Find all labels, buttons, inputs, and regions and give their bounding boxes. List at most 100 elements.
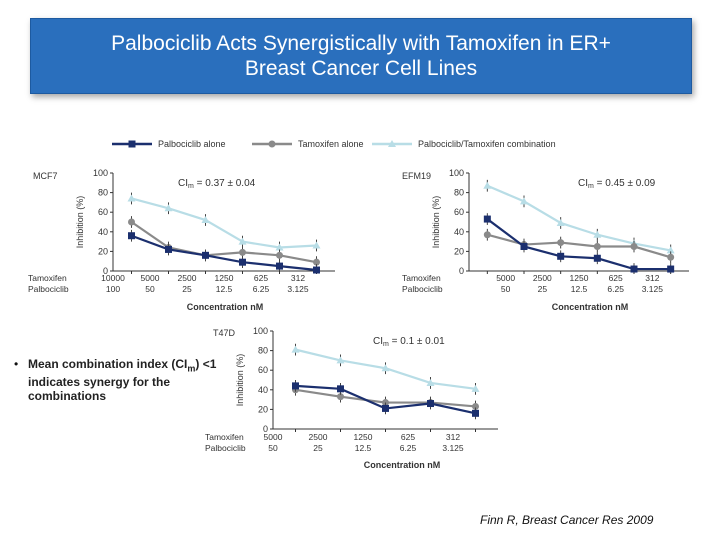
panel-1-series-3-point-2	[201, 216, 210, 224]
panel-1-ci-annotation: CIm = 0.37 ± 0.04	[178, 178, 256, 190]
panel-2-row-label-palbociclib: Palbociclib	[402, 284, 443, 294]
panel-1-series-2-point-3	[239, 248, 246, 256]
panel-1-series-3-line	[131, 197, 317, 249]
panel-1-series-2-point-5	[313, 258, 320, 266]
panel-1-tam-tick-label-0: 10000	[101, 273, 125, 283]
panel-2-y-axis-label: Inhibition (%)	[431, 196, 441, 249]
panel-1-palbo-tick-label-2: 25	[182, 284, 192, 294]
legend-marker-3	[388, 140, 396, 147]
panel-3-y-tick-label-0: 0	[263, 424, 268, 434]
panel-1-series-2-point-0	[128, 218, 135, 226]
panel-3-series-3-point-1	[336, 356, 345, 364]
panel-2-series-1-point-2	[557, 252, 565, 260]
panel-2-tam-tick-label-3: 625	[609, 273, 623, 283]
panel-2-series-2-point-3	[593, 243, 601, 250]
panel-2-series-3-point-1	[520, 197, 528, 205]
panel-3-series-1-point-4	[472, 409, 479, 417]
panel-3-ci-annotation: CIm = 0.1 ± 0.01	[373, 336, 445, 348]
panel-3-tam-tick-label-4: 312	[446, 432, 460, 442]
bullet-marker: •	[14, 357, 19, 371]
panel-1-y-tick-label-2: 40	[98, 227, 108, 237]
panel-2-series-3-point-3	[593, 230, 602, 238]
panel-2-palbo-tick-label-1: 25	[538, 284, 548, 294]
panel-2-tam-tick-label-1: 2500	[533, 273, 552, 283]
slide-title-line-1: Palbociclib Acts Synergistically with Ta…	[111, 32, 611, 55]
legend-marker-2	[268, 140, 276, 148]
panel-3-tam-tick-label-3: 625	[401, 432, 415, 442]
panel-2-title: EFM19	[402, 171, 431, 181]
panel-3-palbo-tick-label-1: 25	[313, 443, 323, 453]
panel-1-palbo-tick-label-3: 12.5	[216, 284, 233, 294]
panel-2-y-tick-label-2: 40	[454, 227, 464, 237]
synergy-note-text: Mean combination index (CI	[28, 357, 188, 371]
panel-1-tam-tick-label-2: 2500	[178, 273, 197, 283]
panel-2-series-1-point-4	[630, 265, 638, 273]
panel-3-y-tick-label-1: 20	[258, 404, 268, 414]
panel-2-series-2-point-5	[667, 253, 675, 261]
panel-2-series-2-point-0	[483, 231, 491, 239]
panel-1-series-3-point-3	[238, 237, 247, 245]
panel-3-y-tick-label-4: 80	[258, 346, 268, 356]
panel-1-series-3-point-5	[312, 241, 321, 249]
panel-1-palbo-tick-label-4: 6.25	[253, 284, 270, 294]
panel-2-tam-tick-label-2: 1250	[570, 273, 589, 283]
panel-1-series-1-point-0	[128, 232, 135, 240]
panel-3-series-2-point-4	[472, 402, 479, 410]
panel-2-y-tick-label-0: 0	[459, 266, 464, 276]
panel-2-series-1-point-1	[520, 243, 528, 250]
panel-2-x-axis-label: Concentration nM	[552, 302, 629, 312]
panel-3-series-1-point-2	[382, 404, 389, 412]
slide-title-line-2: Breast Cancer Cell Lines	[244, 57, 478, 80]
panel-3-series-3-point-3	[426, 378, 435, 386]
panel-2-row-label-tamoxifen: Tamoxifen	[402, 273, 441, 283]
panel-1-x-axis-label: Concentration nM	[187, 302, 264, 312]
panel-3-y-tick-label-5: 100	[253, 326, 268, 336]
panel-2-palbo-tick-label-2: 12.5	[571, 284, 588, 294]
panel-1-tam-tick-label-5: 312	[291, 273, 305, 283]
panel-2-tam-tick-label-0: 5000	[496, 273, 515, 283]
panel-2-series-3-point-2	[556, 218, 565, 226]
legend-marker-1	[128, 140, 136, 148]
panel-1-tam-tick-label-4: 625	[254, 273, 268, 283]
panel-3-series-2-point-1	[337, 393, 344, 401]
panel-1-series-1-point-5	[313, 266, 320, 274]
panel-2-palbo-tick-label-3: 6.25	[607, 284, 624, 294]
panel-1-y-tick-label-0: 0	[103, 266, 108, 276]
citation: Finn R, Breast Cancer Res 2009	[480, 513, 654, 527]
panel-2-palbo-tick-label-0: 50	[501, 284, 511, 294]
panel-3-tam-tick-label-2: 1250	[354, 432, 373, 442]
panel-1-tam-tick-label-1: 5000	[141, 273, 160, 283]
panel-2-tam-tick-label-4: 312	[645, 273, 659, 283]
panel-1-series-1-line	[131, 234, 317, 272]
panel-3-palbo-tick-label-3: 6.25	[400, 443, 417, 453]
panel-2-series-1-point-0	[483, 215, 491, 223]
panel-3-series-1-point-3	[427, 400, 434, 408]
panel-2-series-2-point-2	[557, 239, 565, 247]
panel-2-y-tick-label-5: 100	[449, 168, 464, 178]
panel-1-tam-tick-label-3: 1250	[215, 273, 234, 283]
panel-3-palbo-tick-label-0: 50	[268, 443, 278, 453]
panel-2-series-3-point-0	[483, 181, 492, 189]
panel-2-ci-annotation: CIm = 0.45 ± 0.09	[578, 178, 656, 190]
panel-1-series-1-point-2	[202, 251, 209, 259]
legend-label-2: Tamoxifen alone	[298, 139, 364, 149]
synergy-note-sub: m	[187, 363, 196, 374]
panel-3-series-3-point-4	[471, 384, 480, 392]
panel-1-series-2-line	[130, 221, 317, 264]
panel-1-series-3-point-1	[164, 204, 173, 212]
panel-2-y-tick-label-3: 60	[454, 207, 464, 217]
panel-1-y-tick-label-5: 100	[93, 168, 108, 178]
panel-3-x-axis-label: Concentration nM	[364, 460, 441, 470]
panel-3-tam-tick-label-0: 5000	[264, 432, 283, 442]
panel-2-series-1-point-3	[593, 254, 601, 262]
panel-1-series-2-point-4	[276, 251, 283, 259]
panel-3-row-label-palbociclib: Palbociclib	[205, 443, 246, 453]
panel-2-series-2-point-4	[630, 243, 638, 250]
panel-3-series-1-point-0	[292, 382, 299, 390]
panel-1-series-1-point-4	[276, 262, 283, 270]
panel-3-y-tick-label-2: 40	[258, 385, 268, 395]
panel-2-y-tick-label-1: 20	[454, 246, 464, 256]
panel-1-series-3-point-4	[275, 243, 284, 251]
panel-3-series-3-point-2	[381, 364, 390, 372]
